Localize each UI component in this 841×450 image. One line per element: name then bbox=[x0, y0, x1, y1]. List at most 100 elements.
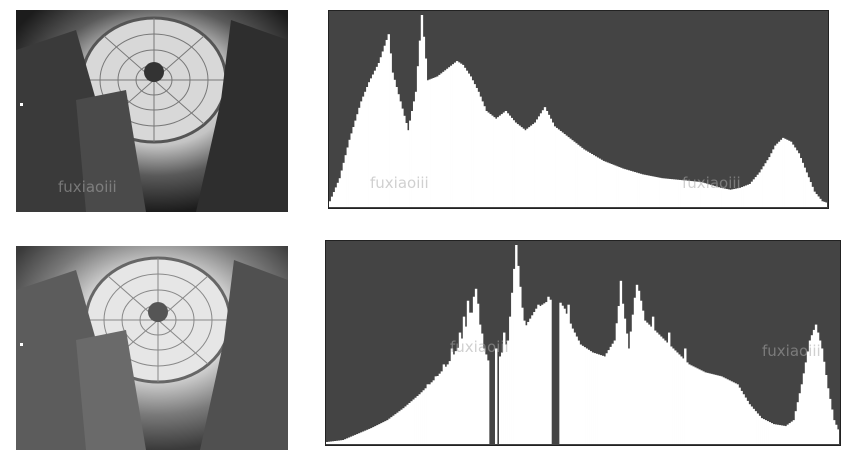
histogram-bar bbox=[380, 423, 383, 444]
histogram-bar bbox=[780, 425, 784, 444]
histogram-bar bbox=[629, 331, 633, 444]
histogram-bar bbox=[717, 187, 720, 207]
histogram-bar bbox=[402, 408, 405, 444]
histogram-bar bbox=[676, 179, 679, 207]
histogram-bar bbox=[400, 409, 403, 444]
histogram-bar bbox=[792, 420, 796, 444]
histogram-bar bbox=[332, 441, 335, 444]
histogram-bar bbox=[358, 107, 361, 207]
histogram-bar bbox=[822, 361, 826, 444]
histogram-bar bbox=[481, 101, 484, 207]
histogram-bar bbox=[358, 433, 361, 444]
histogram-bar bbox=[401, 108, 404, 207]
histogram-bar bbox=[772, 424, 776, 444]
histogram-bar bbox=[590, 154, 594, 207]
histogram-bar bbox=[516, 124, 519, 207]
histogram-bar bbox=[719, 187, 722, 207]
histogram-bar bbox=[800, 384, 804, 444]
histogram-bar bbox=[479, 96, 482, 207]
histogram-bar bbox=[768, 422, 771, 444]
histogram-bar bbox=[555, 127, 558, 207]
histogram-bar bbox=[532, 124, 535, 207]
histogram-bar bbox=[383, 45, 387, 207]
histogram-bar bbox=[453, 62, 457, 207]
histogram-bar bbox=[704, 372, 707, 444]
histogram-bar bbox=[517, 265, 520, 444]
histogram-bar bbox=[354, 434, 357, 444]
histogram-bar bbox=[729, 189, 732, 207]
histogram-bar bbox=[614, 165, 617, 207]
histogram-bar bbox=[711, 185, 715, 207]
histogram-bar bbox=[820, 348, 824, 444]
histogram-bar bbox=[718, 375, 721, 444]
histogram-bar bbox=[601, 355, 605, 444]
histogram-bar bbox=[764, 420, 767, 444]
histogram-bar bbox=[637, 173, 640, 207]
histogram-bar bbox=[393, 79, 396, 207]
histogram-bar bbox=[621, 303, 625, 444]
histogram-bar bbox=[804, 362, 808, 444]
histogram-bar bbox=[338, 178, 342, 207]
histogram-bar bbox=[726, 379, 729, 444]
histogram-bar bbox=[764, 163, 767, 207]
histogram-bar bbox=[577, 144, 580, 207]
histogram-bar bbox=[391, 72, 394, 207]
histogram-bar bbox=[633, 172, 637, 207]
histogram-bar bbox=[655, 332, 659, 444]
histogram-bar bbox=[619, 280, 623, 444]
histogram-bar bbox=[692, 366, 695, 444]
histogram-bar bbox=[495, 118, 498, 207]
histogram-bar bbox=[799, 158, 803, 207]
histogram-bar bbox=[714, 374, 717, 444]
histogram-bar bbox=[661, 178, 664, 207]
histogram-bar bbox=[760, 169, 763, 207]
histogram-bar bbox=[420, 392, 423, 444]
histogram-bar bbox=[607, 350, 611, 444]
histogram-bar bbox=[610, 163, 613, 207]
histogram-original-plot bbox=[329, 15, 827, 207]
histogram-bar bbox=[688, 364, 691, 444]
histogram-bar bbox=[605, 353, 609, 444]
histogram-bar bbox=[657, 334, 661, 444]
histogram-bar bbox=[352, 127, 355, 207]
histogram-bar bbox=[499, 356, 502, 444]
histogram-bar bbox=[342, 440, 345, 444]
histogram-bar bbox=[619, 167, 623, 207]
histogram-bar bbox=[730, 381, 733, 444]
histogram-bar bbox=[530, 125, 533, 207]
histogram-bar bbox=[486, 360, 490, 444]
histogram-bar bbox=[635, 284, 639, 444]
histogram-bar bbox=[539, 113, 543, 207]
histogram-bar bbox=[520, 127, 523, 207]
histogram-bar bbox=[330, 196, 334, 207]
histogram-bar bbox=[602, 160, 605, 207]
histogram-bar bbox=[396, 412, 399, 444]
histogram-bar bbox=[525, 325, 528, 444]
histogram-bar bbox=[422, 390, 425, 444]
histogram-bar bbox=[416, 395, 419, 444]
histogram-bar bbox=[456, 347, 460, 444]
histogram-bar bbox=[721, 188, 724, 207]
histogram-bar bbox=[385, 39, 388, 207]
histogram-bar bbox=[387, 34, 390, 207]
histogram-bar bbox=[446, 68, 449, 207]
histogram-bar bbox=[797, 153, 801, 207]
histogram-bar bbox=[409, 120, 412, 207]
histogram-bar bbox=[645, 322, 649, 444]
histogram-bar bbox=[373, 70, 377, 207]
histogram-bar bbox=[680, 356, 683, 444]
histogram-bar bbox=[766, 421, 769, 444]
histogram-bar bbox=[346, 438, 349, 444]
histogram-bar bbox=[493, 117, 496, 207]
histogram-bar bbox=[744, 397, 747, 444]
histogram-bar bbox=[623, 318, 627, 444]
histogram-bar bbox=[498, 115, 502, 207]
histogram-bar bbox=[405, 123, 408, 207]
histogram-bar bbox=[752, 179, 756, 207]
histogram-bar bbox=[476, 303, 480, 444]
histogram-bar bbox=[762, 419, 765, 444]
histogram-bar bbox=[518, 125, 521, 207]
histogram-bar bbox=[616, 166, 619, 207]
histogram-bar bbox=[442, 71, 445, 207]
histogram-bar bbox=[464, 326, 468, 444]
